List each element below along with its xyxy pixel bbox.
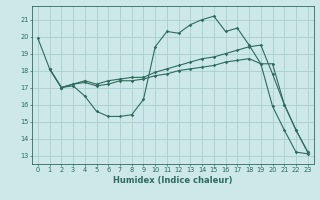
X-axis label: Humidex (Indice chaleur): Humidex (Indice chaleur) bbox=[113, 176, 233, 185]
